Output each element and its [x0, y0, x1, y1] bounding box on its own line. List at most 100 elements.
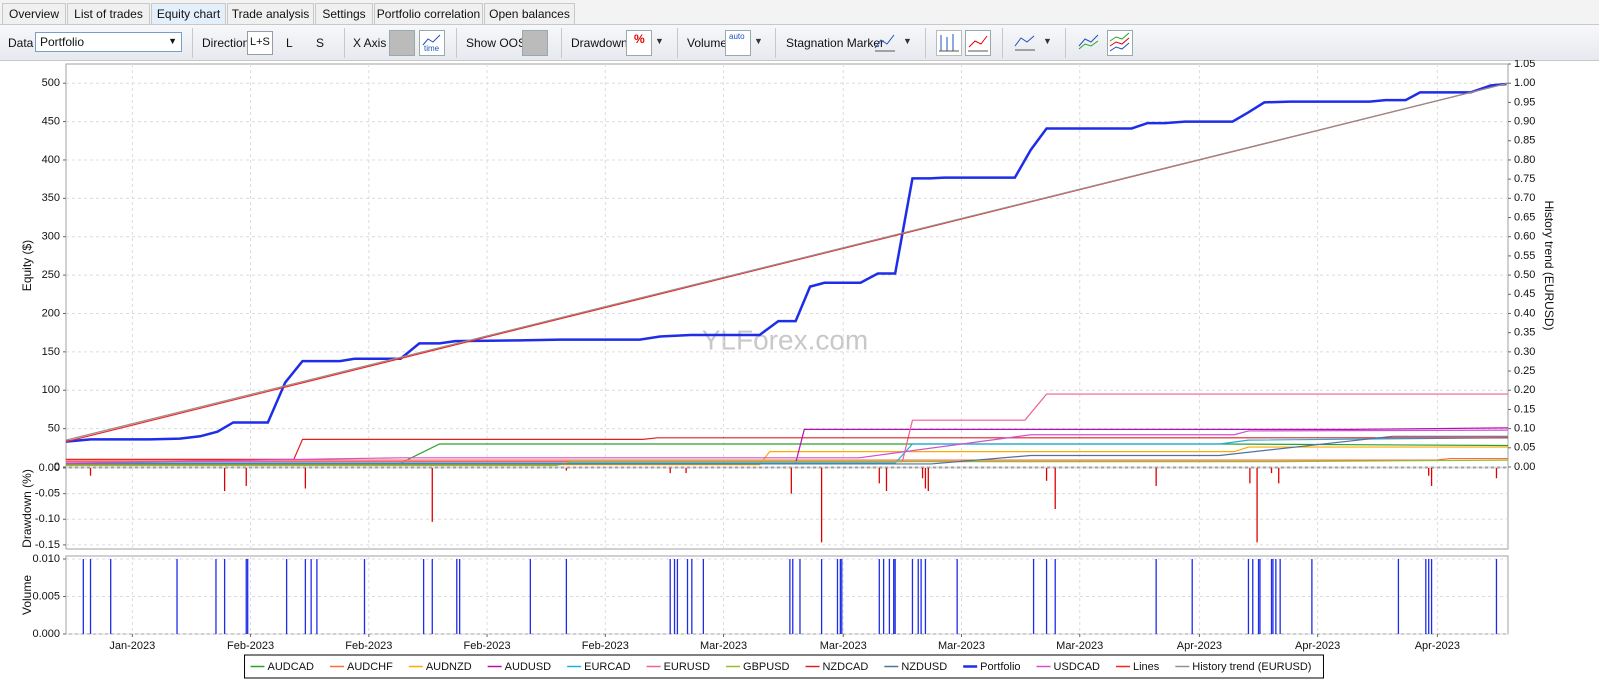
legend-label: AUDUSD — [505, 661, 552, 673]
select-value: Portfolio — [40, 35, 85, 49]
y-tick-label: -0.05 — [35, 488, 60, 500]
tab[interactable]: List of trades — [67, 3, 150, 24]
icon — [422, 34, 441, 46]
tab-bar: Overview List of trades Equity chart Tra… — [0, 0, 1599, 25]
label: Direction — [202, 36, 250, 50]
y-tick-label: 200 — [42, 307, 60, 319]
icon-button[interactable] — [1077, 30, 1101, 57]
y2-tick-label: 0.05 — [1514, 442, 1535, 454]
y-tick-label: -0.15 — [35, 539, 60, 551]
y-axis-title: Volume — [20, 575, 34, 615]
icon — [1109, 32, 1130, 52]
icon-button[interactable] — [522, 30, 548, 56]
icon — [968, 35, 988, 52]
icon — [1014, 35, 1035, 51]
x-tick-label: Feb-2023 — [582, 640, 629, 652]
x-tick-label: Apr-2023 — [1177, 640, 1222, 652]
y2-tick-label: 0.20 — [1514, 384, 1535, 396]
separator — [1002, 28, 1003, 58]
series-line — [66, 457, 1508, 461]
dropdown-arrow[interactable]: ▼ — [655, 36, 664, 46]
y2-tick-label: 0.15 — [1514, 403, 1535, 415]
separator — [456, 28, 457, 58]
y2-tick-label: 0.60 — [1514, 231, 1535, 243]
toggle[interactable]: L+S — [247, 31, 273, 55]
x-tick-label: Feb-2023 — [345, 640, 392, 652]
x-tick-label: Feb-2023 — [227, 640, 274, 652]
icon-button[interactable]: auto — [725, 30, 751, 56]
icon-button[interactable]: % — [626, 30, 652, 56]
y-tick-label: 500 — [42, 77, 60, 89]
icon-button[interactable]: time — [419, 30, 445, 56]
label: X Axis — [353, 36, 387, 50]
y2-tick-label: 0.40 — [1514, 307, 1535, 319]
x-tick-label: Apr-2023 — [1415, 640, 1460, 652]
dropdown-arrow[interactable]: ▼ — [754, 36, 763, 46]
y-tick-label: 400 — [42, 154, 60, 166]
icon — [874, 34, 895, 52]
icon-text: time — [424, 44, 440, 53]
series-line — [66, 437, 1508, 460]
separator — [344, 28, 345, 58]
toggle[interactable]: L — [286, 36, 293, 50]
icon-button[interactable] — [1107, 30, 1133, 56]
plot-area — [65, 63, 1509, 468]
y-tick-label: 0.00 — [39, 462, 60, 474]
legend-label: NZDUSD — [901, 661, 947, 673]
y2-tick-label: 0.70 — [1514, 192, 1535, 204]
series-line — [65, 429, 1509, 464]
legend-label: EURUSD — [664, 661, 711, 673]
y2-tick-label: 0.90 — [1514, 115, 1535, 127]
dropdown-arrow[interactable]: ▼ — [903, 36, 912, 46]
legend-label: NZDCAD — [822, 661, 868, 673]
separator — [1065, 28, 1066, 58]
data-select[interactable]: Portfolio ▼ — [35, 32, 182, 52]
y2-tick-label: 0.55 — [1514, 250, 1535, 262]
y2-tick-label: 0.25 — [1514, 365, 1535, 377]
legend-label: GBPUSD — [743, 661, 790, 673]
icon — [1078, 34, 1099, 50]
y2-tick-label: 0.85 — [1514, 135, 1535, 147]
tab[interactable]: Open balances — [484, 3, 575, 24]
tab[interactable]: Overview — [2, 3, 66, 24]
plot-area — [65, 555, 1509, 635]
y-tick-label: 450 — [42, 115, 60, 127]
legend-box — [244, 654, 1324, 679]
icon-button[interactable] — [389, 30, 415, 56]
y-tick-label: 0.005 — [32, 590, 60, 602]
icon-button[interactable] — [873, 30, 897, 57]
y-tick-label: 350 — [42, 192, 60, 204]
y-axis-title: Drawdown (%) — [20, 469, 34, 548]
y2-tick-label: 0.65 — [1514, 211, 1535, 223]
legend-label: Lines — [1133, 661, 1160, 673]
icon-button[interactable] — [1013, 30, 1037, 57]
x-tick-label: Feb-2023 — [464, 640, 511, 652]
y-tick-label: 50 — [48, 423, 60, 435]
separator — [561, 28, 562, 58]
y-tick-label: 0.010 — [32, 553, 60, 565]
series-line — [66, 437, 1509, 464]
y-tick-label: 0.000 — [32, 628, 60, 640]
toolbar: Data Portfolio ▼ Direction L+S L S X Axis… — [0, 25, 1599, 61]
y2-tick-label: 0.30 — [1514, 346, 1535, 358]
x-tick-label: Mar-2023 — [1056, 640, 1103, 652]
separator — [775, 28, 776, 58]
icon-button[interactable] — [936, 30, 962, 56]
watermark: YLForex.com — [702, 324, 869, 355]
separator — [677, 28, 678, 58]
y-tick-label: 300 — [42, 231, 60, 243]
y2-tick-label: 0.50 — [1514, 269, 1535, 281]
tab[interactable]: Trade analysis — [227, 3, 314, 24]
toggle[interactable]: S — [316, 36, 325, 50]
icon-text: % — [634, 32, 645, 46]
dropdown-arrow[interactable]: ▼ — [1043, 36, 1052, 46]
tab[interactable]: Portfolio correlation — [374, 3, 483, 24]
icon-button[interactable] — [965, 30, 991, 56]
tab[interactable]: Equity chart — [151, 3, 226, 24]
series-line — [65, 82, 1507, 443]
tab[interactable]: Settings — [315, 3, 373, 24]
series-line — [65, 82, 1509, 441]
legend-label: USDCAD — [1054, 661, 1101, 673]
legend-label: AUDCHF — [347, 661, 393, 673]
